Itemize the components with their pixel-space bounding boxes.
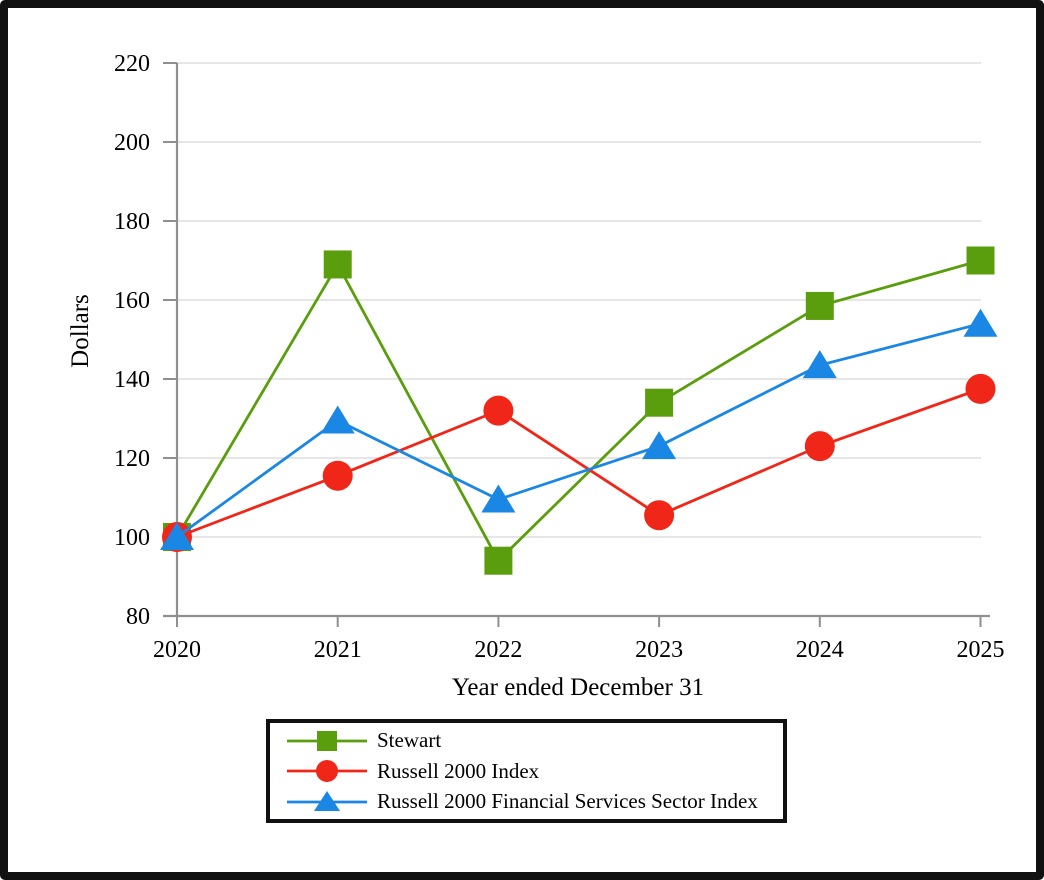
data-series	[160, 246, 998, 575]
y-tick-label: 100	[114, 525, 150, 551]
russell-2000-financial-services-sector-index-marker-2022	[481, 484, 516, 513]
russell-2000-index-marker-2021	[322, 460, 353, 491]
x-tick-label: 2025	[957, 637, 1005, 663]
x-tick-label: 2024	[796, 637, 844, 663]
x-tick-label: 2020	[153, 637, 201, 663]
stewart-line	[175, 259, 981, 564]
russell-2000-index-marker-2025	[965, 373, 996, 404]
stewart-marker-2022	[484, 546, 513, 575]
russell-2000-financial-services-sector-index-marker-2021	[320, 405, 355, 434]
stewart-marker-2023	[645, 388, 674, 417]
stewart-marker-2021	[323, 250, 352, 279]
legend-marker-square	[317, 730, 337, 751]
legend-square-swatch-icon	[287, 730, 367, 751]
chart-legend: Stewart Russell 2000 Index Russell 2000 Fi…	[266, 719, 787, 823]
x-axis-title: Year ended December 31	[452, 674, 704, 701]
axis-labels: Dollars Year ended December 31	[67, 294, 704, 701]
russell-2000-index-marker-2023	[644, 500, 675, 531]
x-tick-label: 2022	[474, 637, 522, 663]
y-tick-label: 80	[126, 604, 150, 630]
x-tick-label: 2023	[635, 637, 683, 663]
legend-label-russell-2000-index: Russell 2000 Index	[377, 758, 540, 783]
legend-item-russell-2000-index: Russell 2000 Index	[286, 758, 783, 784]
legend-item-stewart: Stewart	[286, 728, 783, 754]
y-tick-label: 140	[114, 367, 150, 393]
legend-triangle-swatch-icon	[287, 790, 367, 811]
russell-2000-index-line	[176, 387, 981, 539]
series-russell-2000-financial-services-sector-index	[160, 308, 998, 550]
russell-2000-index-marker-2022	[483, 395, 514, 426]
russell-2000-financial-services-sector-index-marker-2024	[802, 350, 837, 379]
series-stewart	[163, 246, 995, 575]
stewart-marker-2025	[966, 246, 995, 275]
legend-marker-circle	[316, 760, 338, 782]
russell-2000-financial-services-sector-index-line	[176, 322, 981, 539]
series-russell-2000-index	[162, 373, 996, 552]
russell-2000-financial-services-sector-index-marker-2023	[642, 431, 677, 460]
legend-circle-swatch-icon	[287, 760, 367, 782]
legend-label-russell-2000-financial-services-sector-index: Russell 2000 Financial Services Sector I…	[377, 789, 758, 813]
axes: 80 100 120 140 160 180 200 220 2020 2021 2022 2023 2…	[114, 51, 1005, 663]
russell-2000-financial-services-sector-index-marker-2020	[160, 522, 194, 550]
russell-2000-index-marker-2024	[804, 431, 835, 462]
x-tick-label: 2021	[314, 637, 362, 663]
y-tick-label: 120	[114, 446, 150, 472]
legend-item-russell-2000-financial-services-sector-index: Russell 2000 Financial Services Sector I…	[286, 789, 783, 815]
legend-label-stewart: Stewart	[377, 728, 442, 752]
russell-2000-financial-services-sector-index-marker-2025	[963, 308, 998, 337]
y-tick-label: 180	[114, 209, 150, 235]
y-axis-title: Dollars	[67, 294, 94, 368]
y-tick-label: 160	[114, 288, 150, 314]
stewart-marker-2024	[805, 291, 834, 320]
y-tick-label: 200	[114, 130, 150, 156]
y-tick-label: 220	[114, 51, 150, 77]
legend-marker-triangle	[314, 790, 340, 811]
gridlines	[177, 62, 981, 538]
